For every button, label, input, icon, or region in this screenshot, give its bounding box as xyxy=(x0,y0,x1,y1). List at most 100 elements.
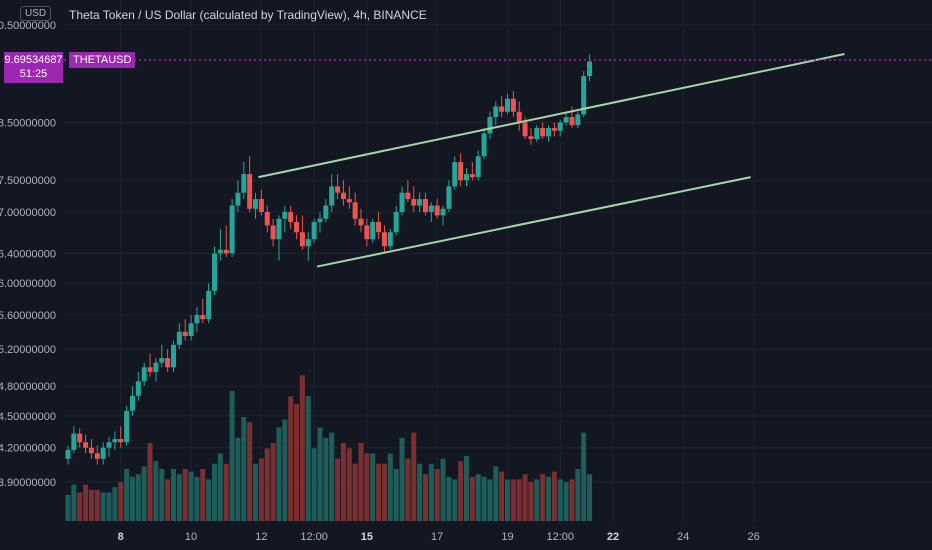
candle-body xyxy=(505,98,510,112)
volume-bar xyxy=(540,474,546,521)
volume-bar xyxy=(475,474,481,521)
candle-body xyxy=(340,192,346,200)
volume-bar xyxy=(434,469,440,521)
volume-bar xyxy=(463,456,469,521)
candle-body xyxy=(499,106,505,112)
volume-bar xyxy=(551,471,557,521)
volume-bar xyxy=(106,492,112,521)
volume-bar xyxy=(534,479,540,521)
volume-bar xyxy=(200,469,206,521)
volume-bar xyxy=(399,437,405,521)
candle-body xyxy=(100,447,106,459)
candle-body xyxy=(481,133,487,157)
volume-bar xyxy=(170,469,176,521)
time-axis-background xyxy=(0,522,932,550)
candle-body xyxy=(88,447,94,454)
volume-bar xyxy=(159,469,165,521)
volume-bar xyxy=(264,448,270,521)
time-tick-label: 17 xyxy=(431,531,443,543)
candle-body xyxy=(516,111,522,123)
price-tick-label: 10.50000000 xyxy=(0,20,56,32)
time-tick-label: 12 xyxy=(255,531,267,543)
volume-bar xyxy=(141,466,147,521)
candle-body xyxy=(376,222,382,233)
candle-body xyxy=(440,208,446,216)
candle-body xyxy=(411,199,417,206)
candle-body xyxy=(569,117,575,126)
currency-badge[interactable]: USD xyxy=(20,6,52,21)
candle-body xyxy=(335,186,341,193)
time-tick-label: 26 xyxy=(747,531,759,543)
chart-title: Theta Token / US Dollar (calculated by T… xyxy=(69,8,427,22)
volume-bar xyxy=(94,489,100,521)
volume-bar xyxy=(299,375,305,521)
candle-body xyxy=(534,127,540,140)
candle-body xyxy=(264,212,270,226)
volume-bar xyxy=(422,474,428,521)
volume-bar xyxy=(516,479,522,521)
volume-bar xyxy=(428,463,434,521)
candle-body xyxy=(422,199,428,213)
volume-bar xyxy=(340,443,346,521)
channel-upper-line xyxy=(258,53,845,179)
price-tick-label: 5.20000000 xyxy=(0,344,56,356)
volume-bar xyxy=(446,476,452,521)
candle-body xyxy=(540,127,546,137)
volume-bar xyxy=(469,476,475,521)
candle-body xyxy=(463,174,469,181)
volume-bar xyxy=(581,432,587,521)
volume-bar xyxy=(575,469,581,521)
time-tick-label: 24 xyxy=(677,531,689,543)
candle-body xyxy=(200,314,206,320)
candle-body xyxy=(329,186,335,206)
volume-bar xyxy=(458,461,464,521)
candle-body xyxy=(358,218,364,226)
time-axis[interactable]: 8 10 12 12:00 15 17 19 12:00 22 24 26 xyxy=(0,522,932,550)
candle-body xyxy=(223,249,229,254)
candle-body xyxy=(458,162,464,181)
volume-bar xyxy=(370,453,376,521)
volume-bar xyxy=(510,479,516,521)
volume-bar xyxy=(182,469,188,521)
candle-body xyxy=(387,232,393,247)
volume-bar xyxy=(335,458,341,521)
price-tick-label: 6.40000000 xyxy=(0,248,56,260)
last-price-label: 9.69534687 51:25 xyxy=(4,52,63,83)
volume-bar xyxy=(276,427,282,521)
volume-bar xyxy=(212,463,217,521)
volume-bar xyxy=(247,422,253,521)
candlestick-series xyxy=(65,54,593,465)
volume-bar xyxy=(452,479,458,521)
volume-bar xyxy=(188,471,194,521)
volume-bar xyxy=(112,487,118,521)
candle-body xyxy=(194,314,200,324)
candle-body xyxy=(428,205,434,213)
candle-body xyxy=(370,222,376,240)
candle-body xyxy=(153,362,159,372)
candle-body xyxy=(381,232,387,247)
candle-body xyxy=(165,358,171,368)
volume-bar xyxy=(317,427,323,521)
volume-bar xyxy=(376,463,382,521)
symbol-label: THETAUSD xyxy=(69,52,136,68)
candle-body xyxy=(65,449,71,459)
price-axis[interactable]: 3.90000000 4.20000000 4.50000000 4.80000000… xyxy=(0,0,64,550)
volume-bar xyxy=(65,495,71,521)
volume-bar xyxy=(563,482,569,521)
volume-bar xyxy=(499,471,505,521)
time-tick-label: 12:00 xyxy=(300,531,328,543)
volume-bar xyxy=(71,484,77,521)
parallel-channel-drawing[interactable] xyxy=(258,53,845,268)
candle-body xyxy=(258,199,264,213)
candle-body xyxy=(188,323,194,337)
price-axis-background xyxy=(0,0,64,550)
candle-body xyxy=(434,205,440,216)
candle-body xyxy=(510,98,516,112)
candle-body xyxy=(217,249,223,254)
candle-body xyxy=(235,192,241,206)
candle-body xyxy=(288,212,294,223)
volume-bar xyxy=(358,443,364,521)
volume-bar xyxy=(176,474,182,521)
candle-body xyxy=(311,222,317,240)
